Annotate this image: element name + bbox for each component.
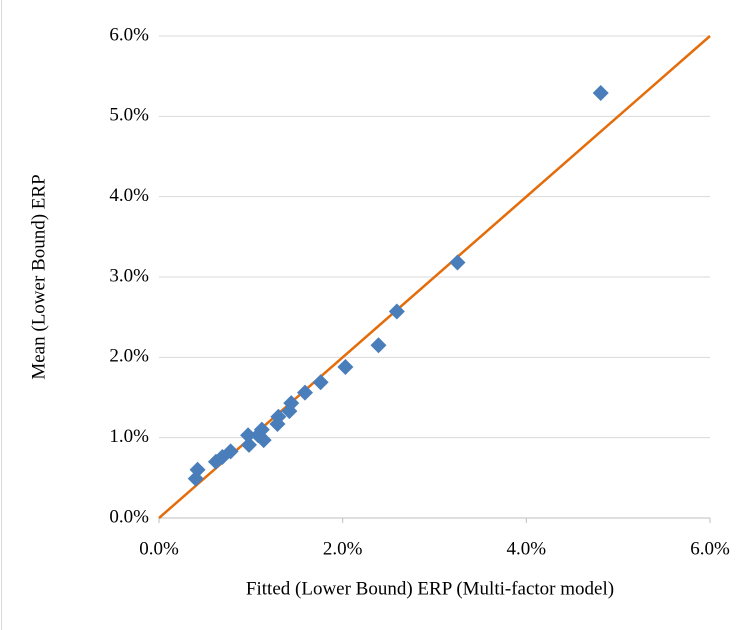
point [281, 403, 298, 420]
point [269, 416, 286, 433]
y-tick-label: 0.0% [109, 506, 149, 527]
point [370, 337, 387, 354]
y-axis-title: Mean (Lower Bound) ERP [28, 174, 49, 379]
y-tick-label: 1.0% [109, 426, 149, 447]
point [337, 358, 354, 375]
point [388, 303, 405, 320]
point [250, 427, 267, 444]
y-tick-label: 2.0% [109, 346, 149, 367]
point [240, 427, 257, 444]
y-tick-label: 4.0% [109, 185, 149, 206]
point [449, 254, 466, 271]
point [187, 470, 204, 487]
y-tick-label: 5.0% [109, 105, 149, 126]
x-tick-label: 0.0% [139, 538, 179, 559]
x-tick-label: 2.0% [323, 538, 363, 559]
y-tick-label: 3.0% [109, 265, 149, 286]
x-tick-label: 4.0% [507, 538, 547, 559]
point [207, 453, 224, 470]
x-axis-title: Fitted (Lower Bound) ERP (Multi-factor m… [246, 578, 614, 599]
y-tick-label: 6.0% [109, 24, 149, 45]
point [297, 384, 314, 401]
x-tick-label: 6.0% [690, 538, 730, 559]
point [240, 436, 257, 453]
point [312, 374, 329, 391]
point [592, 85, 609, 102]
